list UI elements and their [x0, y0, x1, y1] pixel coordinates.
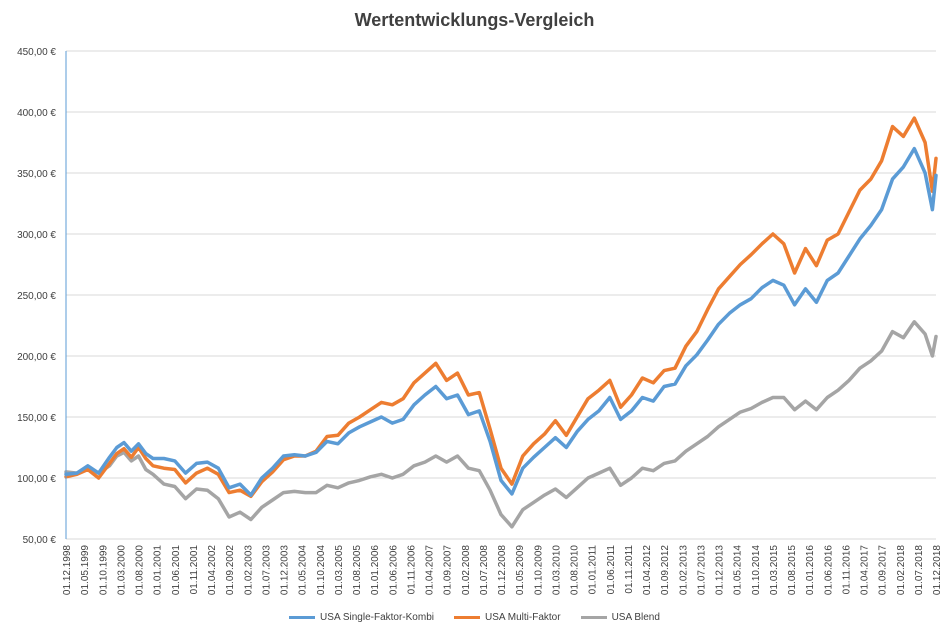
x-tick-label: 01.01.2011	[588, 545, 599, 595]
x-tick-label: 01.03.2015	[769, 545, 780, 595]
legend-item: USA Multi-Faktor	[453, 612, 561, 623]
y-tick-label: 300,00 €	[17, 230, 56, 241]
y-tick-label: 50,00 €	[23, 535, 57, 546]
x-tick-label: 01.12.2008	[497, 545, 508, 595]
x-tick-label: 01.01.2006	[370, 545, 381, 595]
y-tick-label: 350,00 €	[17, 169, 56, 180]
x-tick-label: 01.10.1999	[98, 545, 109, 595]
x-tick-label: 01.07.2008	[479, 545, 490, 595]
x-tick-label: 01.07.2018	[914, 545, 925, 595]
x-tick-label: 01.12.2018	[932, 545, 943, 595]
y-tick-label: 400,00 €	[17, 108, 56, 119]
series-line-1	[64, 116, 938, 499]
legend-label: USA Blend	[611, 612, 660, 623]
x-tick-label: 01.08.2000	[135, 545, 146, 595]
x-tick-label: 01.06.2016	[823, 545, 834, 595]
y-tick-label: 450,00 €	[17, 47, 56, 58]
x-tick-label: 01.05.2009	[515, 545, 526, 595]
x-tick-label: 01.04.2007	[425, 545, 436, 595]
x-tick-label: 01.06.2001	[171, 545, 182, 595]
x-tick-label: 01.12.1998	[62, 545, 73, 595]
x-tick-label: 01.04.2012	[642, 545, 653, 595]
y-tick-label: 100,00 €	[17, 474, 56, 485]
chart-title: Wertentwicklungs-Vergleich	[354, 10, 595, 30]
x-tick-label: 01.04.2017	[860, 545, 871, 595]
series-lines	[64, 116, 938, 529]
x-tick-label: 01.09.2017	[878, 545, 889, 595]
x-tick-label: 01.08.2005	[352, 545, 363, 595]
legend: USA Single-Faktor-Kombi USA Multi-Faktor U…	[0, 612, 949, 623]
legend-swatch	[580, 616, 607, 619]
x-tick-label: 01.06.2006	[388, 545, 399, 595]
y-axis-labels: 50,00 € 100,00 € 150,00 € 200,00 € 250,00 € 3…	[17, 47, 56, 546]
series-line-0	[64, 146, 938, 497]
legend-item: USA Single-Faktor-Kombi	[289, 612, 434, 623]
x-tick-label: 01.05.2004	[298, 545, 309, 595]
x-axis-labels: 01.12.1998 01.05.1999 01.10.1999 01.03.2000…	[62, 545, 943, 595]
x-tick-label: 01.03.2005	[334, 545, 345, 595]
x-tick-label: 01.08.2015	[787, 545, 798, 595]
y-tick-label: 200,00 €	[17, 352, 56, 363]
x-tick-label: 01.11.2006	[406, 545, 417, 595]
x-tick-label: 01.01.2001	[153, 545, 164, 595]
x-tick-label: 01.06.2011	[606, 545, 617, 595]
y-tick-label: 250,00 €	[17, 291, 56, 302]
series-line-2	[64, 320, 938, 529]
x-tick-label: 01.02.2018	[896, 545, 907, 595]
x-tick-label: 01.09.2002	[225, 545, 236, 595]
x-tick-label: 01.02.2003	[243, 545, 254, 595]
x-tick-label: 01.02.2008	[461, 545, 472, 595]
legend-label: USA Multi-Faktor	[484, 612, 561, 623]
x-tick-label: 01.03.2010	[551, 545, 562, 595]
x-tick-label: 01.05.1999	[80, 545, 91, 595]
x-tick-label: 01.12.2003	[280, 545, 291, 595]
legend-item: USA Blend	[580, 612, 660, 623]
x-tick-label: 01.02.2013	[678, 545, 689, 595]
x-tick-label: 01.03.2000	[116, 545, 127, 595]
x-tick-label: 01.09.2007	[443, 545, 454, 595]
x-tick-label: 01.07.2013	[696, 545, 707, 595]
x-tick-label: 01.10.2014	[751, 545, 762, 595]
legend-swatch	[453, 616, 480, 619]
x-tick-label: 01.10.2009	[533, 545, 544, 595]
y-tick-label: 150,00 €	[17, 413, 56, 424]
x-tick-label: 01.11.2011	[624, 545, 635, 594]
x-tick-label: 01.09.2012	[660, 545, 671, 595]
x-tick-label: 01.11.2001	[189, 545, 200, 595]
legend-label: USA Single-Faktor-Kombi	[320, 612, 434, 623]
x-tick-label: 01.05.2014	[733, 545, 744, 595]
x-tick-label: 01.12.2013	[715, 545, 726, 595]
x-tick-label: 01.01.2016	[805, 545, 816, 595]
x-tick-label: 01.04.2002	[207, 545, 218, 595]
x-tick-label: 01.10.2004	[316, 545, 327, 595]
x-tick-label: 01.08.2010	[570, 545, 581, 595]
x-tick-label: 01.07.2003	[261, 545, 272, 595]
x-tick-label: 01.11.2016	[841, 545, 852, 595]
legend-swatch	[289, 616, 316, 619]
